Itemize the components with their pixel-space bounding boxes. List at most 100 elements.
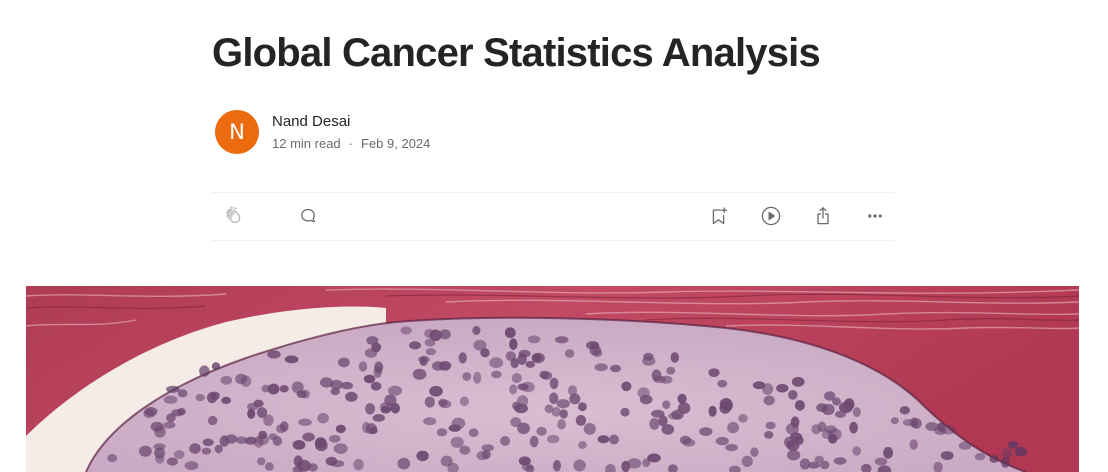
cell-nucleus — [184, 461, 199, 471]
cell-nucleus — [786, 439, 800, 451]
cell-nucleus — [236, 436, 248, 444]
byline: N Nand Desai 12 min read · Feb 9, 2024 — [215, 110, 430, 154]
cell-nucleus — [725, 444, 738, 452]
cell-nucleus — [791, 376, 805, 387]
cell-nucleus — [649, 418, 660, 430]
cell-nucleus — [790, 416, 800, 429]
cell-nucleus — [163, 395, 178, 404]
cell-nucleus — [549, 392, 559, 405]
cell-nucleus — [423, 417, 437, 426]
cell-nucleus — [989, 455, 999, 463]
more-options-icon[interactable] — [863, 204, 887, 228]
cell-nucleus — [877, 465, 892, 472]
avatar-initial: N — [229, 120, 245, 144]
cell-nucleus — [202, 438, 214, 447]
cell-nucleus — [450, 436, 464, 448]
cell-nucleus — [621, 381, 632, 392]
author-avatar[interactable]: N — [215, 110, 259, 154]
cell-nucleus — [934, 426, 947, 435]
cell-nucleus — [788, 390, 798, 400]
cell-nucleus — [307, 463, 318, 472]
cell-nucleus — [163, 421, 176, 429]
cell-nucleus — [852, 446, 862, 456]
cell-nucleus — [267, 350, 281, 359]
cell-nucleus — [279, 385, 289, 393]
cell-nucleus — [425, 348, 437, 356]
hero-image — [26, 286, 1079, 472]
cell-nucleus — [370, 381, 382, 391]
cell-nucleus — [821, 429, 833, 439]
cell-nucleus — [899, 406, 911, 415]
cell-nucleus — [511, 373, 522, 384]
comment-icon[interactable] — [296, 204, 320, 228]
cell-nucleus — [379, 402, 393, 412]
cell-nucleus — [276, 424, 287, 434]
cell-nucleus — [750, 447, 759, 457]
cell-nucleus — [808, 461, 821, 469]
cell-nucleus — [764, 431, 774, 439]
cell-nucleus — [647, 453, 661, 463]
cell-nucleus — [555, 336, 569, 344]
cell-nucleus — [518, 456, 531, 466]
cell-nucleus — [397, 457, 411, 470]
cell-nucleus — [329, 379, 344, 390]
cell-nucleus — [482, 449, 491, 460]
cell-nucleus — [568, 385, 577, 396]
cell-nucleus — [738, 413, 748, 423]
author-name-link[interactable]: Nand Desai — [272, 112, 351, 130]
cell-nucleus — [489, 357, 504, 369]
cell-nucleus — [559, 409, 568, 419]
cell-nucleus — [173, 450, 185, 459]
cell-nucleus — [298, 418, 312, 426]
cell-nucleus — [527, 335, 541, 344]
cell-nucleus — [668, 412, 682, 420]
cell-nucleus — [330, 460, 345, 468]
cell-nucleus — [529, 435, 539, 448]
cell-nucleus — [578, 441, 587, 449]
cell-nucleus — [338, 357, 350, 368]
cell-nucleus — [358, 361, 368, 372]
share-icon[interactable] — [811, 204, 835, 228]
cell-nucleus — [320, 377, 333, 388]
cell-nucleus — [297, 459, 311, 472]
play-listen-icon[interactable] — [759, 204, 783, 228]
publish-date: Feb 9, 2024 — [361, 135, 431, 151]
cell-nucleus — [765, 421, 776, 430]
cell-nucleus — [201, 447, 212, 455]
cell-nucleus — [556, 399, 570, 409]
cell-nucleus — [317, 413, 329, 424]
cell-nucleus — [240, 375, 252, 387]
cell-nucleus — [670, 352, 680, 363]
clap-icon[interactable] — [221, 204, 245, 228]
cell-nucleus — [246, 402, 259, 411]
cell-nucleus — [436, 428, 448, 437]
cell-nucleus — [438, 398, 448, 407]
cell-nucleus — [144, 407, 158, 416]
bookmark-add-icon[interactable] — [707, 204, 731, 228]
cell-nucleus — [504, 327, 516, 339]
cell-nucleus — [609, 434, 619, 445]
cell-nucleus — [1000, 457, 1010, 468]
cell-nucleus — [292, 440, 306, 450]
cell-nucleus — [590, 341, 600, 350]
cell-nucleus — [244, 436, 257, 445]
cell-nucleus — [517, 422, 530, 435]
cell-nucleus — [553, 459, 561, 472]
cell-nucleus — [786, 449, 801, 461]
cell-nucleus — [480, 348, 490, 358]
read-time: 12 min read — [272, 135, 341, 151]
cell-nucleus — [974, 452, 986, 461]
cell-nucleus — [366, 336, 379, 345]
cell-nucleus — [933, 461, 943, 472]
cell-nucleus — [155, 454, 165, 464]
cell-nucleus — [219, 435, 229, 447]
cell-nucleus — [199, 365, 210, 377]
cell-nucleus — [424, 338, 436, 347]
cell-nucleus — [729, 465, 741, 472]
cell-nucleus — [540, 371, 553, 380]
cell-nucleus — [661, 424, 675, 435]
cell-nucleus — [699, 427, 713, 436]
cell-nucleus — [333, 443, 348, 454]
cell-nucleus — [517, 383, 529, 391]
cell-nucleus — [651, 409, 665, 418]
